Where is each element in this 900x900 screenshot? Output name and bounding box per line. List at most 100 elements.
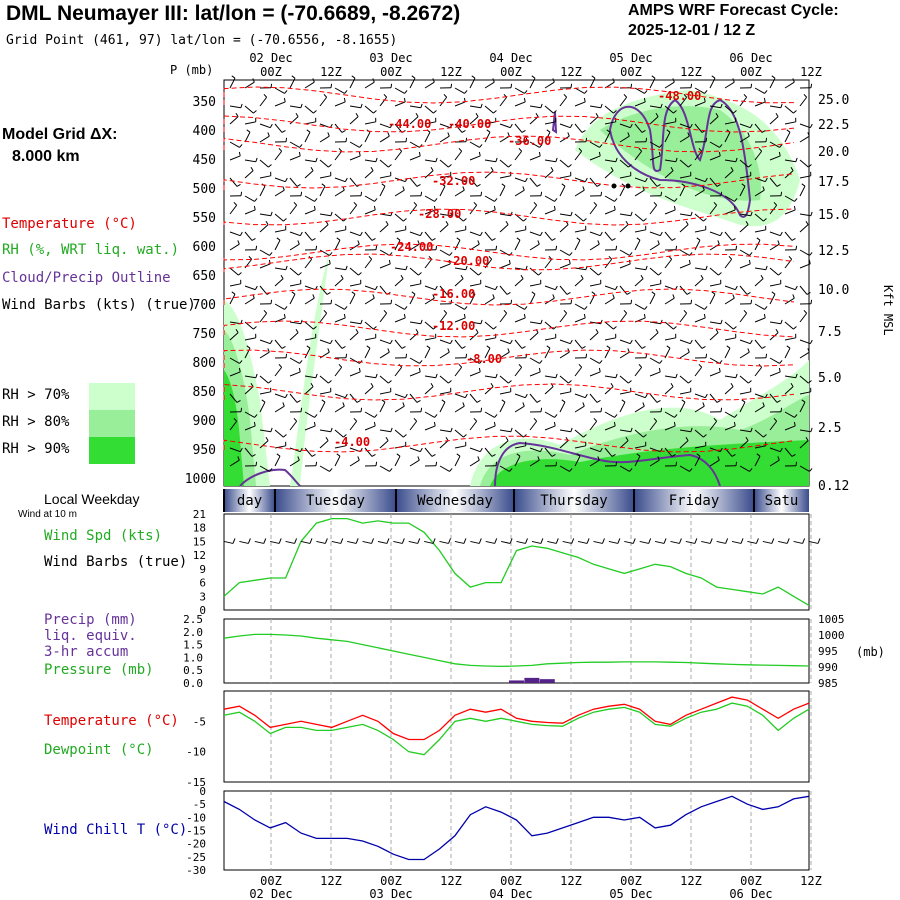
wind-barb-flag [778,367,781,373]
wind-barb-shaft [574,393,586,399]
wind-barb-shaft [679,224,689,233]
wind-barb-flag [674,198,678,202]
wind-barb-flag [689,339,693,344]
wind-barb-flag [705,137,708,142]
wind-barb-shaft [409,116,419,125]
wind-barb-shaft [589,204,598,215]
wind-barb-flag [388,380,392,384]
wind-barb-flag [718,151,721,157]
wind-barb-flag [280,274,284,279]
wind-barb-shaft [739,375,749,384]
wind-barb-flag [403,434,407,438]
wind-barb-flag [593,417,598,422]
bottom-date-label: 05 Dec [609,887,652,900]
wind-barb-shaft [619,285,628,295]
wind-barb-shaft [529,267,539,276]
wind-barb-shaft [484,425,496,431]
wind-barb-shaft [724,375,736,379]
wind-barb-shaft [634,303,645,310]
wind-barb-shaft [589,321,601,325]
wind-barb-shaft [484,447,493,457]
wind-barb-flag [734,285,738,290]
wind-barb-shaft [739,175,751,179]
wind-barb-shaft [634,239,641,251]
wind-barb-shaft [289,393,298,403]
wind-barb-shaft [274,101,286,107]
wind-barb-flag [283,218,287,222]
wind-barb-shaft [394,405,405,413]
wind-barb-flag [343,97,346,103]
wind-barb-flag [696,237,701,241]
bottom-hour-tick: 00Z [260,874,282,888]
wind-barb-shaft [394,150,403,161]
wind-barb-shaft [304,297,315,305]
wind-barb-flag [269,252,273,256]
surface-wind-barb-flag [571,538,575,544]
wind-barb-flag [254,198,258,202]
wind-barb-shaft [544,297,555,305]
wind-barb-shaft [679,440,689,449]
wind-barb-flag [696,453,701,457]
wind-barb-flag [524,306,528,310]
wind-barb-flag [360,319,363,324]
wind-barb-flag [553,110,557,114]
wind-barb-shaft [604,297,615,305]
wind-barb-shaft [619,123,631,129]
wind-barb-flag [598,367,601,373]
wind-barb-shaft [304,375,316,379]
wind-barb-shaft [649,267,659,276]
wind-barb-shaft [799,391,811,395]
wind-barb-flag [372,294,375,299]
wind-barb-shaft [649,283,661,287]
wind-barb-flag [311,238,316,241]
wind-barb-shaft [784,321,794,330]
wind-barb-flag [720,319,723,324]
wind-barb-flag [505,220,509,225]
wind-barb-shaft [574,229,586,233]
wind-barb-shaft [469,293,476,305]
wind-barb-shaft [529,204,538,215]
wind-barb-shaft [529,371,541,377]
wind-barb-shaft [409,447,421,453]
wind-barb-shaft [409,177,418,187]
height-tick-label: 25.0 [818,93,849,108]
wind-barb-shaft [424,337,436,341]
wind-barb-flag [600,407,603,412]
wind-barb-flag [313,110,317,114]
wind-barb-flag [267,348,270,353]
wind-barb-flag [702,402,705,407]
wind-barb-shaft [394,213,404,222]
wind-barb-flag [531,75,536,79]
wind-barb-shaft [364,231,373,241]
windchill-ytick: -20 [186,838,206,851]
wind-barb-shaft [559,391,571,395]
wind-barb-shaft [649,459,660,467]
top-hour-tick: 00Z [500,65,522,79]
wind-barb-flag [419,231,423,236]
wind-barb-shaft [424,321,434,330]
wind-barb-flag [434,414,438,418]
wind-barb-flag [773,417,778,422]
wind-barb-flag [687,132,690,137]
wind-barb-shaft [649,357,660,364]
wind-barb-flag [555,245,558,250]
wind-barb-flag [629,123,633,128]
weekday-label: Thursday [540,493,607,509]
wind-barb-flag [584,393,588,398]
pressure-tick-label: 750 [193,327,216,342]
wind-barb-flag [660,191,663,196]
precip-ytick: 0.5 [183,664,203,677]
wind-barb-flag [715,112,719,117]
wind-barb-shaft [709,293,716,305]
wind-ytick: 0 [199,604,206,617]
wind-barb-flag [779,144,783,148]
wind-barb-flag [358,272,362,276]
wind-barb-flag [581,130,586,133]
surface-wind-barb [239,540,249,544]
wind-barb-shaft [379,185,386,197]
wind-barb-flag [448,164,452,168]
wind-barb-flag [629,468,633,472]
wind-barb-shaft [484,347,491,359]
wind-barb-flag [584,90,588,94]
height-tick-label: 7.5 [818,325,841,340]
